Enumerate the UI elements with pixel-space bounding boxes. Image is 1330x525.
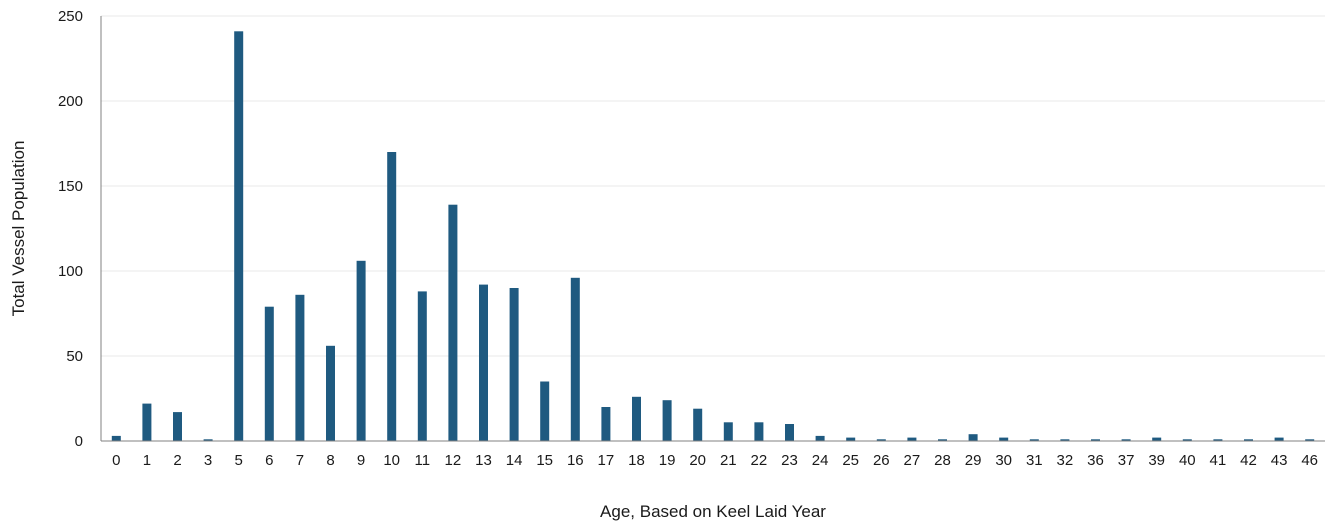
x-tick-label-7: 7 (296, 452, 304, 469)
bars (111, 31, 1315, 442)
x-tick-label-10: 10 (383, 452, 400, 469)
bar-27 (907, 437, 917, 441)
x-tick-label-39: 39 (1148, 452, 1165, 469)
bar-6 (264, 306, 274, 441)
x-tick-label-36: 36 (1087, 452, 1104, 469)
bar-19 (662, 400, 672, 441)
bar-9 (356, 260, 366, 441)
bar-0 (111, 435, 121, 441)
bar-30 (999, 437, 1009, 441)
x-tick-labels: 0 1 2 3 5 6 7 8 9 10 11 12 13 14 15 16 17 18 19 20 21 22 23 24 2… (112, 452, 1318, 469)
x-tick-label-9: 9 (357, 452, 365, 469)
x-tick-label-19: 19 (659, 452, 676, 469)
y-tick-label-100: 100 (58, 263, 83, 280)
bar-25 (846, 437, 856, 441)
bar-32 (1060, 439, 1070, 441)
x-tick-label-24: 24 (812, 452, 829, 469)
x-tick-label-41: 41 (1210, 452, 1227, 469)
bar-43 (1274, 437, 1284, 441)
x-tick-label-23: 23 (781, 452, 798, 469)
x-tick-label-20: 20 (689, 452, 706, 469)
bar-40 (1182, 439, 1192, 441)
bar-20 (693, 408, 703, 441)
x-tick-label-29: 29 (965, 452, 982, 469)
x-tick-label-1: 1 (143, 452, 151, 469)
bar-3 (203, 439, 213, 441)
x-tick-label-21: 21 (720, 452, 737, 469)
y-tick-labels: 0 50 100 150 200 250 (58, 8, 83, 450)
x-tick-label-0: 0 (112, 452, 120, 469)
bar-18 (632, 396, 641, 441)
x-tick-label-40: 40 (1179, 452, 1196, 469)
x-tick-label-12: 12 (445, 452, 462, 469)
bar-42 (1244, 439, 1253, 441)
x-tick-label-28: 28 (934, 452, 951, 469)
bar-17 (601, 407, 611, 441)
x-tick-label-14: 14 (506, 452, 523, 469)
bar-13 (479, 284, 488, 441)
x-tick-label-25: 25 (842, 452, 859, 469)
bar-10 (387, 152, 397, 441)
bar-28 (938, 439, 947, 441)
bar-2 (173, 412, 182, 441)
bar-31 (1029, 439, 1039, 441)
axes (100, 16, 1325, 442)
bar-14 (509, 288, 519, 441)
bar-8 (326, 345, 335, 441)
x-tick-label-18: 18 (628, 452, 645, 469)
x-tick-label-3: 3 (204, 452, 212, 469)
gridlines (101, 15, 1325, 357)
bar-39 (1152, 437, 1162, 441)
x-tick-label-2: 2 (173, 452, 181, 469)
bar-1 (142, 403, 152, 441)
x-tick-label-37: 37 (1118, 452, 1135, 469)
bar-41 (1213, 439, 1223, 441)
x-tick-label-8: 8 (326, 452, 334, 469)
bar-24 (815, 435, 825, 441)
bar-11 (417, 291, 427, 441)
bar-36 (1091, 439, 1100, 441)
x-tick-label-31: 31 (1026, 452, 1043, 469)
bar-29 (968, 434, 978, 441)
x-tick-label-15: 15 (536, 452, 553, 469)
bar-7 (295, 294, 305, 441)
x-tick-label-42: 42 (1240, 452, 1257, 469)
x-tick-label-17: 17 (598, 452, 615, 469)
x-tick-label-30: 30 (995, 452, 1012, 469)
x-tick-label-27: 27 (904, 452, 921, 469)
y-tick-label-0: 0 (75, 433, 83, 450)
y-tick-label-200: 200 (58, 93, 83, 110)
x-tick-label-6: 6 (265, 452, 273, 469)
bar-37 (1121, 439, 1131, 441)
bar-5 (234, 31, 244, 442)
x-tick-label-46: 46 (1301, 452, 1318, 469)
bar-16 (570, 277, 580, 441)
x-tick-label-16: 16 (567, 452, 584, 469)
y-axis-title: Total Vessel Population (9, 141, 28, 317)
x-tick-label-43: 43 (1271, 452, 1288, 469)
bar-12 (448, 204, 458, 441)
x-tick-label-22: 22 (751, 452, 768, 469)
y-tick-label-150: 150 (58, 178, 83, 195)
bar-26 (876, 439, 886, 441)
bar-21 (723, 422, 733, 441)
x-tick-label-11: 11 (415, 452, 431, 469)
x-tick-label-32: 32 (1057, 452, 1074, 469)
bar-15 (540, 381, 550, 441)
x-tick-label-5: 5 (235, 452, 243, 469)
x-axis-title: Age, Based on Keel Laid Year (600, 502, 826, 521)
x-tick-label-26: 26 (873, 452, 890, 469)
x-tick-label-13: 13 (475, 452, 492, 469)
bar-23 (785, 424, 794, 441)
bar-22 (754, 422, 764, 441)
bar-46 (1305, 439, 1315, 441)
y-tick-label-50: 50 (66, 348, 83, 365)
y-tick-label-250: 250 (58, 8, 83, 25)
